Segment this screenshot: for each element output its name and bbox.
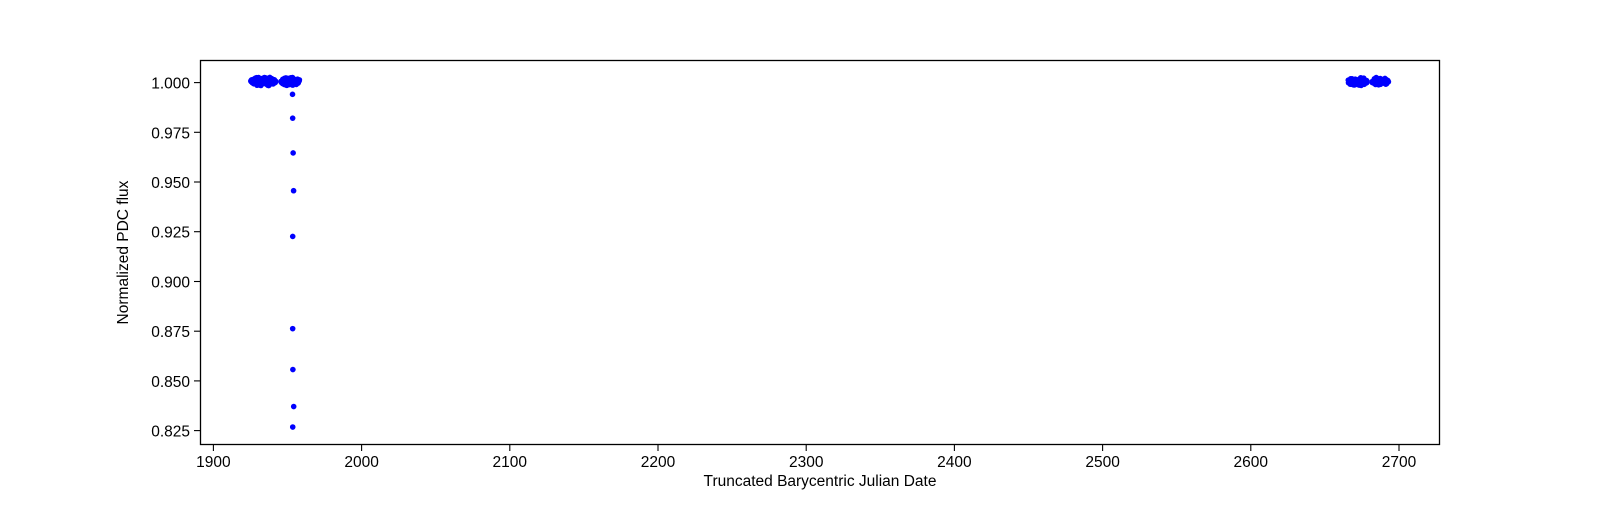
svg-text:0.975: 0.975 [151, 125, 190, 142]
svg-text:Normalized PDC flux: Normalized PDC flux [115, 180, 132, 324]
svg-text:2200: 2200 [641, 454, 676, 471]
svg-text:1900: 1900 [196, 454, 231, 471]
svg-text:2700: 2700 [1382, 454, 1417, 471]
svg-text:2500: 2500 [1085, 454, 1120, 471]
svg-text:0.875: 0.875 [151, 324, 190, 341]
svg-text:1.000: 1.000 [151, 76, 190, 93]
svg-text:Truncated Barycentric Julian D: Truncated Barycentric Julian Date [704, 473, 937, 490]
svg-text:0.825: 0.825 [151, 424, 190, 441]
svg-text:2100: 2100 [493, 454, 528, 471]
svg-text:2600: 2600 [1234, 454, 1269, 471]
svg-text:0.850: 0.850 [151, 374, 190, 391]
svg-text:0.925: 0.925 [151, 225, 190, 242]
svg-text:0.950: 0.950 [151, 175, 190, 192]
svg-text:2400: 2400 [937, 454, 972, 471]
svg-text:2300: 2300 [789, 454, 824, 471]
svg-text:2000: 2000 [344, 454, 379, 471]
svg-text:0.900: 0.900 [151, 275, 190, 292]
